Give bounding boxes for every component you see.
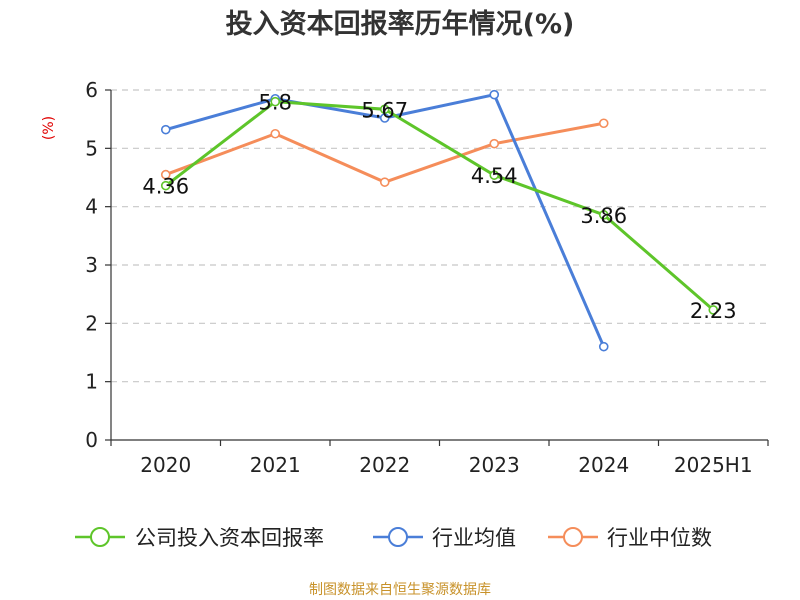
- series-line: [164, 100, 715, 312]
- y-tick-label: 5: [85, 136, 98, 160]
- data-label: 5.67: [361, 98, 408, 122]
- x-tick-label: 2024: [578, 453, 629, 477]
- legend-item[interactable]: 行业中位数: [548, 526, 712, 550]
- y-axis-label: (%): [41, 116, 57, 140]
- data-point[interactable]: [489, 89, 500, 100]
- data-point[interactable]: [489, 170, 500, 180]
- data-point[interactable]: [270, 128, 281, 139]
- data-point[interactable]: [160, 180, 171, 191]
- x-tick-label: 2020: [140, 453, 191, 477]
- legend[interactable]: 公司投入资本回报率 行业均值 行业中位数: [75, 526, 712, 550]
- data-point[interactable]: [489, 138, 500, 149]
- legend-marker: [90, 527, 110, 547]
- data-point[interactable]: [379, 177, 390, 187]
- series-line: [165, 93, 606, 348]
- legend-label: 行业中位数: [607, 526, 712, 550]
- data-label: 2.23: [690, 299, 737, 323]
- data-point[interactable]: [379, 104, 390, 115]
- x-tick-label: 2021: [250, 453, 301, 477]
- grid-lines: [111, 89, 768, 383]
- series-line: [165, 121, 605, 184]
- y-tick-label: 2: [85, 311, 98, 335]
- x-tick-label: 2025H1: [674, 453, 753, 477]
- series-lines: [160, 89, 719, 352]
- data-point[interactable]: [160, 124, 171, 135]
- y-tick-label: 1: [85, 370, 98, 394]
- source-note: 制图数据来自恒生聚源数据库: [309, 582, 491, 598]
- data-label: 5.8: [259, 91, 292, 115]
- x-tick-label: 2022: [359, 453, 410, 477]
- legend-item[interactable]: 行业均值: [373, 526, 516, 550]
- data-point[interactable]: [598, 210, 609, 220]
- data-label: 4.54: [471, 164, 518, 188]
- data-label: 3.86: [580, 204, 627, 228]
- data-point[interactable]: [160, 169, 171, 180]
- data-point[interactable]: [598, 118, 609, 129]
- legend-label: 公司投入资本回报率: [135, 526, 324, 550]
- y-tick-label: 0: [85, 428, 98, 452]
- y-tick-label: 3: [85, 253, 98, 277]
- chart-title: 投入资本回报率历年情况(%): [226, 8, 575, 40]
- data-label: 4.36: [142, 175, 189, 199]
- y-tick-label: 4: [85, 195, 98, 219]
- y-tick-label: 6: [85, 78, 98, 102]
- data-point[interactable]: [598, 341, 609, 352]
- data-labels: 4.36 5.8 5.67 4.54 3.86 2.23: [142, 91, 736, 323]
- x-tick-label: 2023: [469, 453, 520, 477]
- data-point[interactable]: [270, 96, 281, 107]
- axes: 0 1 2 3 4 5 6 2020 2021 2022 2023 2024 2025H1: [85, 78, 769, 477]
- legend-marker: [563, 527, 583, 547]
- data-point[interactable]: [708, 305, 719, 315]
- legend-label: 行业均值: [432, 526, 516, 550]
- legend-item[interactable]: 公司投入资本回报率: [75, 526, 324, 550]
- legend-marker: [388, 527, 408, 547]
